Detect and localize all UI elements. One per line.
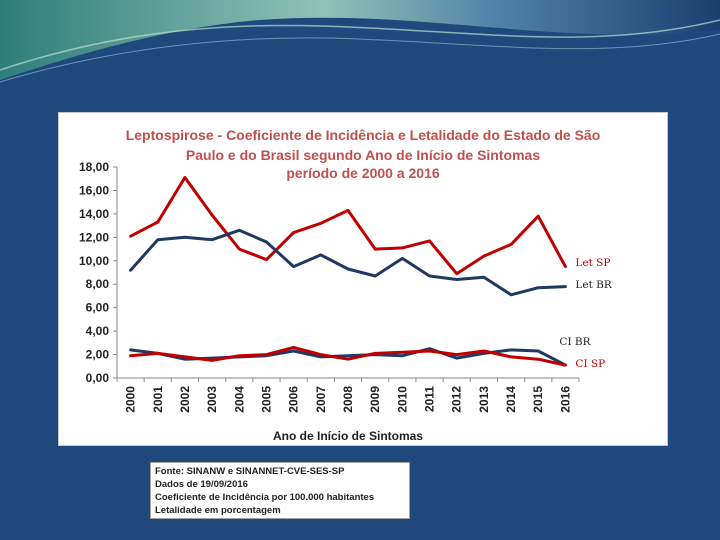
y-tick-label: 10,00 bbox=[79, 254, 109, 268]
y-tick-label: 18,00 bbox=[79, 160, 109, 174]
x-tick-label: 2000 bbox=[124, 386, 138, 413]
chart-title-line-1: Leptospirose - Coeficiente de Incidência… bbox=[125, 127, 601, 143]
chart-title-line-3: período de 2000 a 2016 bbox=[286, 165, 440, 181]
series-line-ci-sp bbox=[129, 346, 567, 367]
series-label: CI SP bbox=[575, 358, 605, 370]
y-tick-label: 0,00 bbox=[86, 371, 110, 385]
x-tick-label: 2003 bbox=[205, 386, 219, 413]
y-tick-label: 16,00 bbox=[79, 183, 109, 197]
note-source: Fonte: SINANW e SINANNET-CVE-SES-SP bbox=[155, 466, 345, 477]
y-tick-label: 14,00 bbox=[79, 207, 109, 221]
chart-title-line-2: Paulo e do Brasil segundo Ano de Início … bbox=[185, 147, 541, 163]
line-chart: 0,00 2,00 4,00 6,00 8,00 10,00 12,00 14,00 16,00… bbox=[79, 160, 613, 443]
x-tick-label: 2015 bbox=[531, 386, 545, 413]
series-line-let-br bbox=[129, 228, 567, 297]
x-tick-label: 2005 bbox=[259, 386, 273, 413]
y-tick-label: 8,00 bbox=[86, 277, 110, 291]
y-tick-label: 12,00 bbox=[79, 230, 109, 244]
series-label: CI BR bbox=[559, 336, 591, 348]
note-date: Dados de 19/09/2016 bbox=[155, 479, 248, 490]
x-tick-label: 2014 bbox=[504, 386, 518, 413]
x-tick-label: 2007 bbox=[314, 386, 328, 413]
note-lethality-unit: Letalidade em porcentagem bbox=[155, 505, 281, 516]
x-tick-label: 2016 bbox=[558, 386, 572, 413]
y-tick-label: 4,00 bbox=[86, 324, 110, 338]
x-tick-label: 2002 bbox=[178, 386, 192, 413]
x-tick-label: 2008 bbox=[341, 386, 355, 413]
y-tick-label: 6,00 bbox=[86, 301, 110, 315]
x-tick-label: 2013 bbox=[477, 386, 491, 413]
x-tick-label: 2009 bbox=[368, 386, 382, 413]
x-tick-label: 2010 bbox=[395, 386, 409, 413]
x-tick-label: 2004 bbox=[232, 386, 246, 413]
series-line-let-sp bbox=[129, 176, 567, 276]
series-label: Let BR bbox=[575, 279, 612, 291]
x-tick-label: 2001 bbox=[151, 386, 165, 413]
note-incidence-unit: Coeficiente de Incidência por 100.000 ha… bbox=[155, 492, 375, 503]
source-notes: Fonte: SINANW e SINANNET-CVE-SES-SP Dado… bbox=[150, 462, 410, 519]
series-label: Let SP bbox=[575, 257, 610, 269]
x-axis-title: Ano de Início de Sintomas bbox=[273, 429, 423, 443]
chart-panel: Leptospirose - Coeficiente de Incidência… bbox=[58, 112, 668, 446]
x-tick-label: 2006 bbox=[287, 386, 301, 413]
x-tick-label: 2011 bbox=[423, 386, 437, 412]
x-tick-label: 2012 bbox=[450, 386, 464, 413]
y-tick-label: 2,00 bbox=[86, 348, 110, 362]
header-decoration bbox=[0, 0, 720, 90]
